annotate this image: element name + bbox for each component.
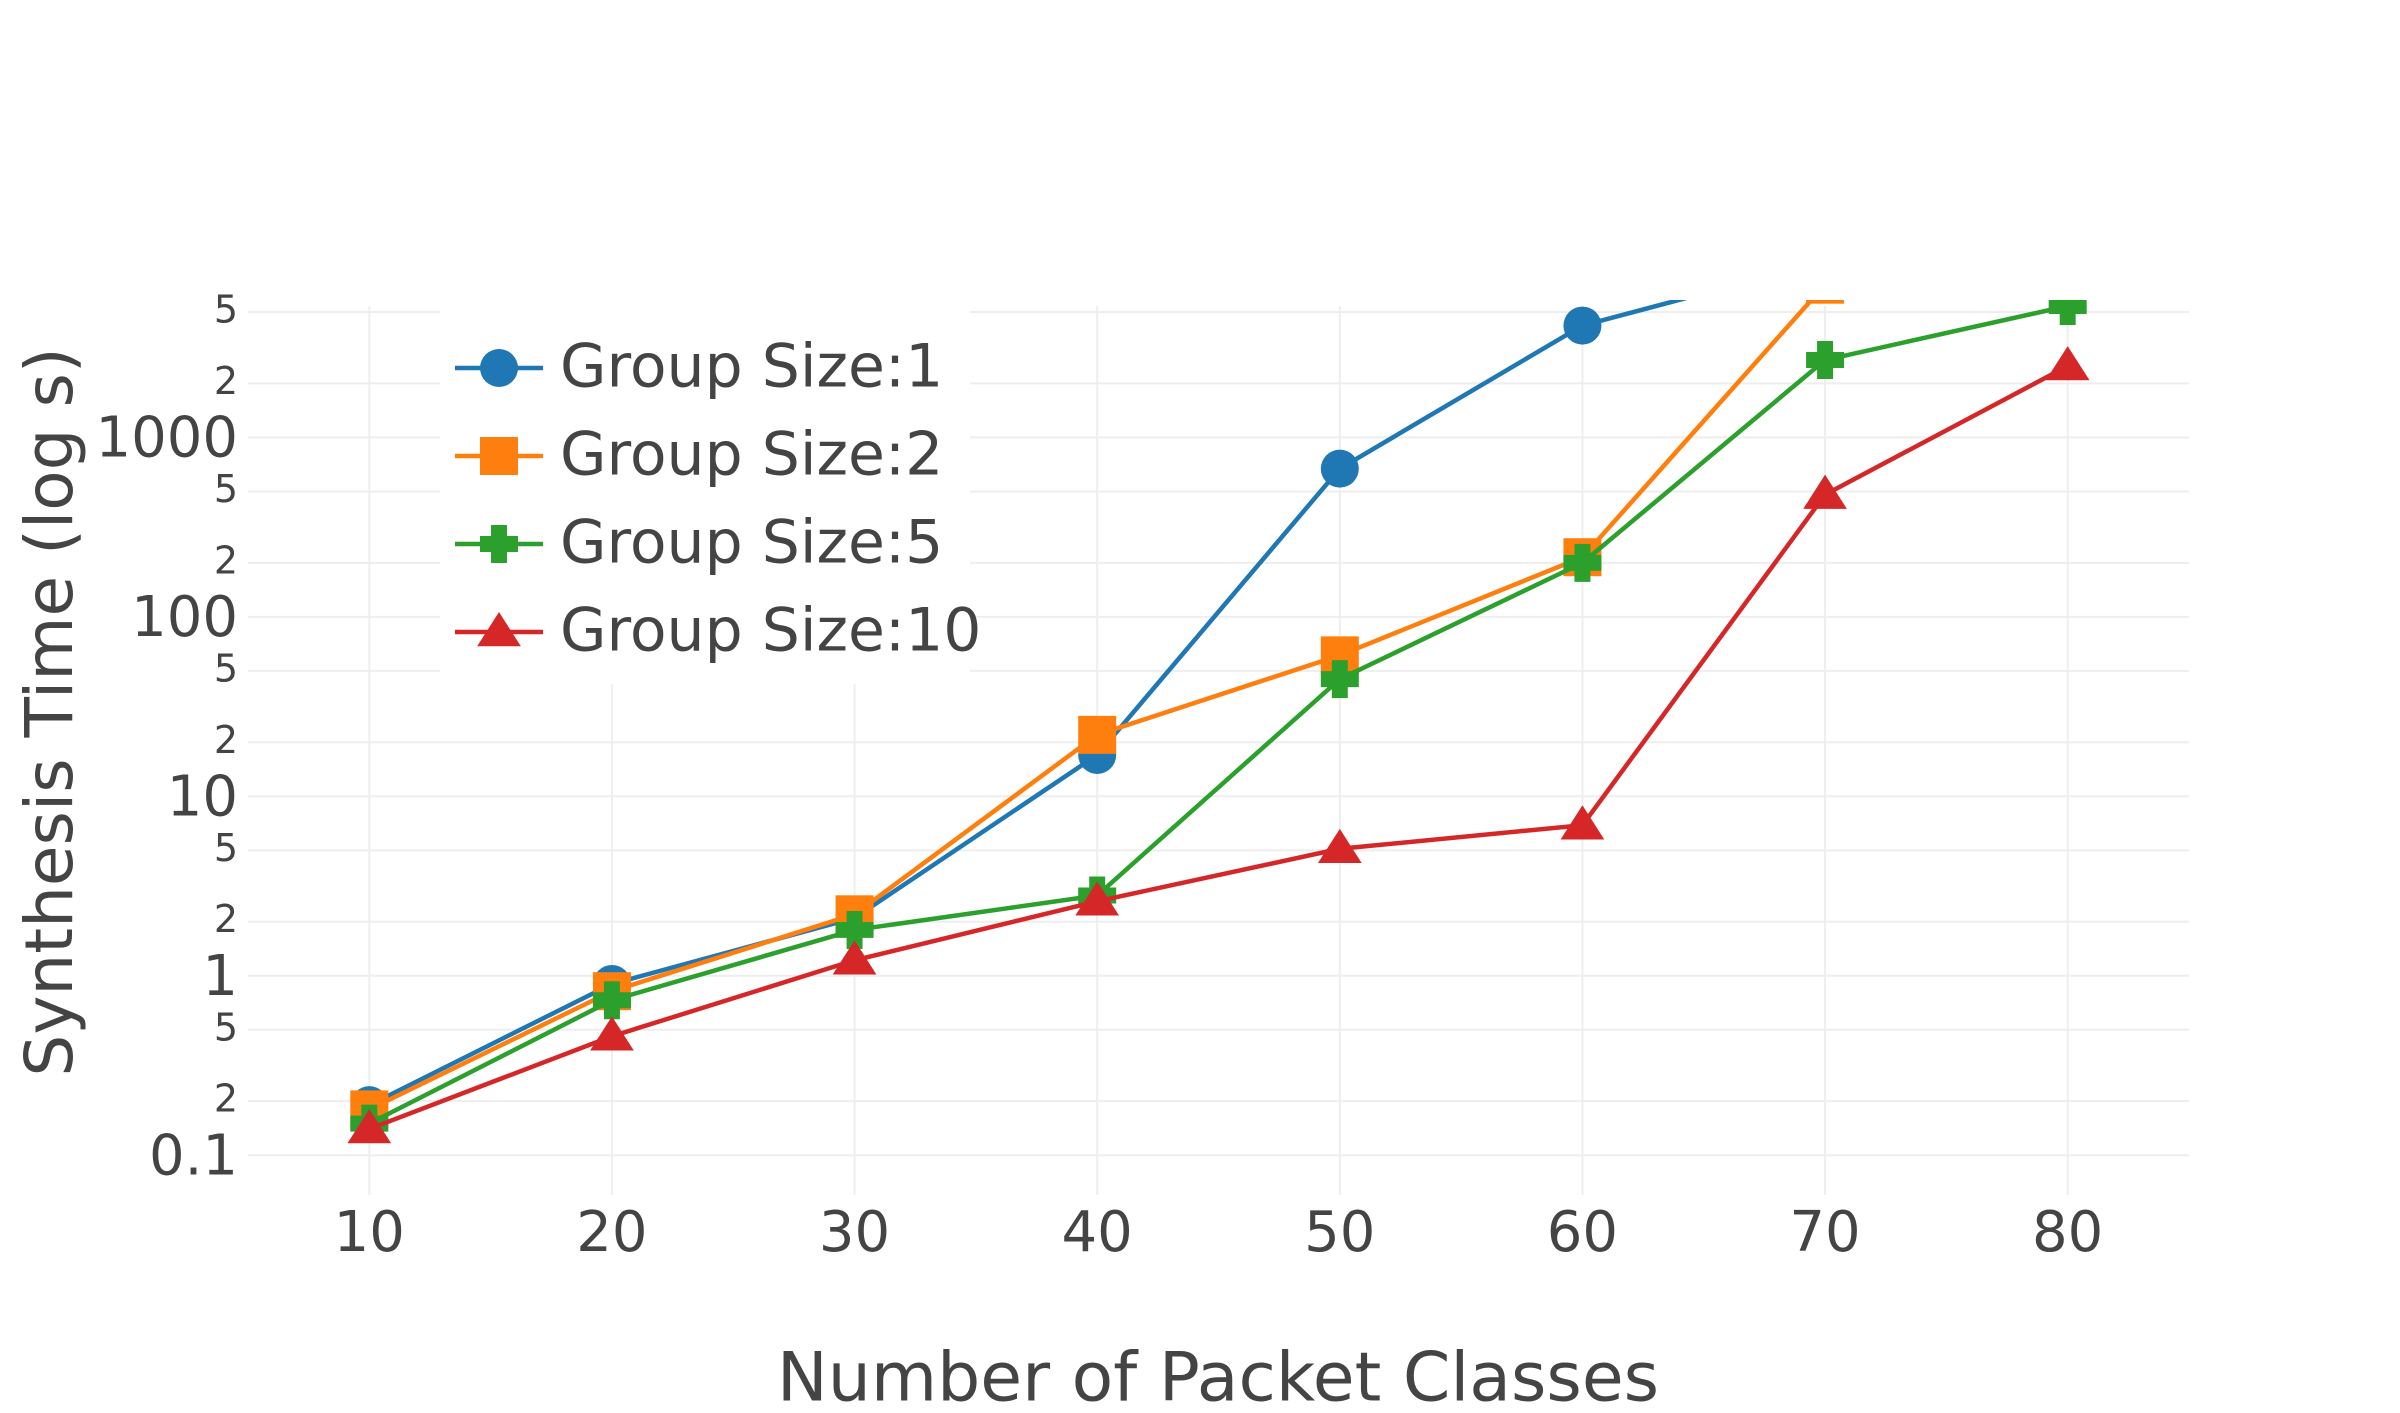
grid bbox=[248, 306, 2189, 1195]
marker bbox=[835, 910, 874, 949]
y-tick-label: 5 bbox=[214, 826, 238, 870]
y-tick-label: 2 bbox=[214, 359, 238, 403]
legend-label: Group Size:1 bbox=[560, 332, 943, 402]
x-tick-label: 80 bbox=[2032, 1200, 2103, 1265]
y-axis-title: Synthesis Time (log s) bbox=[11, 347, 88, 1076]
marker bbox=[480, 437, 518, 475]
series-line bbox=[368, 303, 2069, 1126]
marker bbox=[480, 525, 518, 563]
x-tick-label: 30 bbox=[819, 1200, 890, 1265]
marker bbox=[480, 349, 518, 387]
y-tick-label: 2 bbox=[214, 897, 238, 941]
legend-label: Group Size:2 bbox=[560, 420, 943, 490]
series-line bbox=[368, 364, 2069, 1132]
y-tick-label: 2 bbox=[214, 1077, 238, 1121]
x-tick-label: 20 bbox=[576, 1200, 647, 1265]
y-tick-label: 0.1 bbox=[149, 1123, 238, 1188]
marker bbox=[1563, 543, 1602, 582]
legend: Group Size:1 Group Size:2 Group Size:5 Grou… bbox=[440, 306, 981, 684]
y-tick-label: 5 bbox=[214, 646, 238, 690]
y-tick-label: 5 bbox=[214, 287, 238, 331]
marker bbox=[1075, 881, 1120, 916]
marker bbox=[1803, 474, 1847, 509]
y-tick-label: 1000 bbox=[95, 406, 238, 471]
marker bbox=[1806, 341, 1845, 380]
y-tick-label: 2 bbox=[214, 718, 238, 762]
marker bbox=[590, 1016, 634, 1051]
marker bbox=[2045, 346, 2090, 381]
legend-label: Group Size:10 bbox=[560, 596, 981, 666]
marker bbox=[1320, 449, 1359, 488]
marker bbox=[1806, 300, 1845, 304]
marker bbox=[592, 981, 631, 1020]
x-tick-label: 70 bbox=[1789, 1200, 1860, 1265]
marker bbox=[1320, 660, 1359, 699]
marker bbox=[1078, 715, 1117, 754]
y-tick-label: 2 bbox=[214, 538, 238, 582]
y-tick-label: 100 bbox=[131, 585, 238, 650]
x-tick-label: 50 bbox=[1304, 1200, 1375, 1265]
marker bbox=[1560, 805, 1605, 840]
marker bbox=[347, 1109, 392, 1144]
y-tick-label: 5 bbox=[214, 467, 238, 511]
y-tick-label: 1 bbox=[202, 944, 238, 1009]
legend-label: Group Size:5 bbox=[560, 508, 943, 578]
marker bbox=[1806, 242, 1844, 280]
x-axis-title: Number of Packet Classes bbox=[777, 1339, 1659, 1413]
y-tick-label: 5 bbox=[214, 1005, 238, 1049]
x-tick-label: 10 bbox=[334, 1200, 405, 1265]
x-tick-label: 40 bbox=[1062, 1200, 1133, 1265]
marker bbox=[2048, 300, 2087, 325]
marker bbox=[832, 940, 877, 975]
x-tick-label: 60 bbox=[1547, 1200, 1618, 1265]
marker bbox=[477, 612, 521, 647]
marker bbox=[1563, 306, 1602, 345]
y-tick-label: 10 bbox=[167, 764, 238, 829]
plot-area bbox=[347, 242, 2090, 1144]
marker bbox=[1317, 828, 1362, 864]
